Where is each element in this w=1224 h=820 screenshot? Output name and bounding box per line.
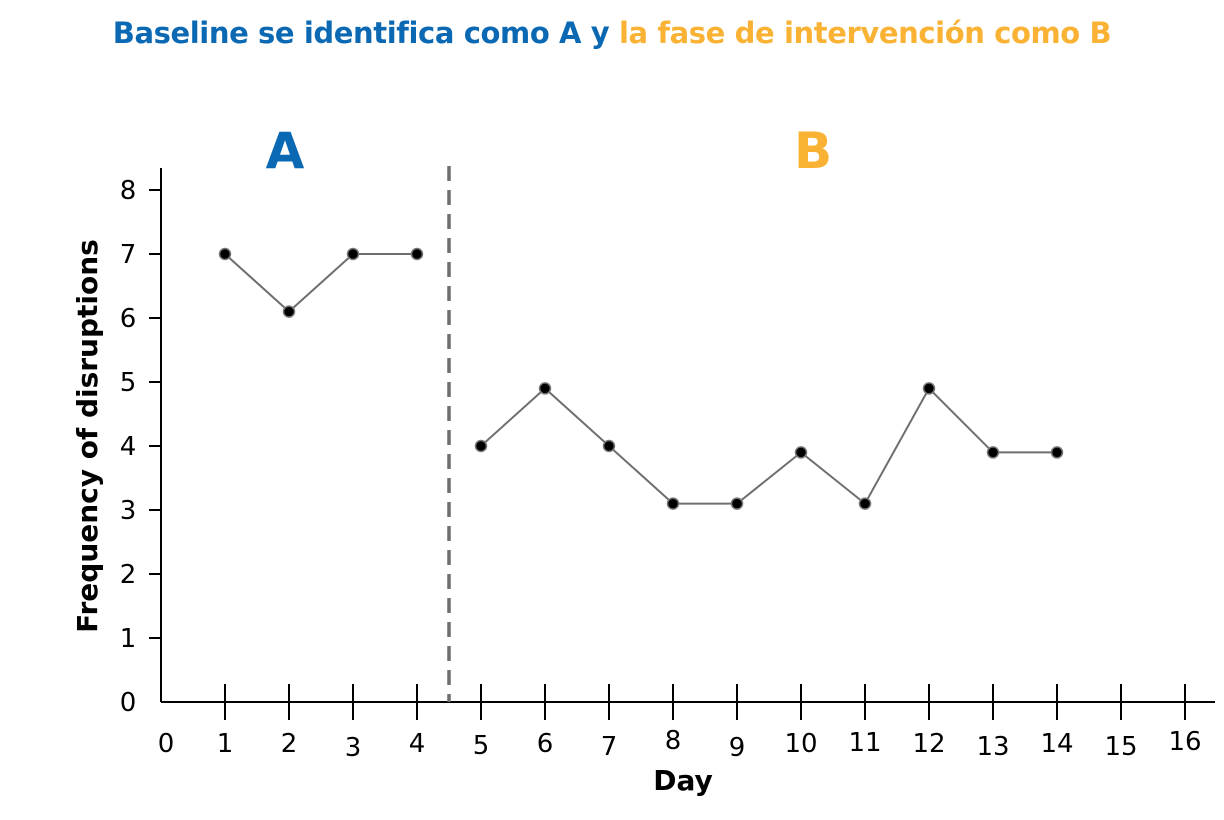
x-tick-label: 13 [976,732,1009,762]
x-tick-label: 2 [281,729,298,759]
x-tick-label: 11 [848,728,881,758]
phase-b-line [480,386,1057,506]
title-intervention-part: la fase de intervención como B [619,16,1112,50]
x-tick-label: 15 [1104,732,1137,762]
x-tick-label: 8 [665,726,682,756]
y-tick-label: 6 [120,304,137,334]
data-point-b [666,497,680,510]
data-point-b [730,497,744,510]
data-point-b [794,446,808,459]
x-tick-label: 5 [473,731,490,761]
x-tick-label: 12 [912,729,945,759]
y-tick-label: 7 [120,240,137,270]
y-tick-label: 5 [120,368,137,398]
phase-label-b: B [794,122,832,180]
y-tick-label: 4 [120,432,137,462]
x-tick-label: 16 [1168,727,1201,757]
x-tick-label: 6 [537,729,554,759]
x-tick-label: 14 [1040,729,1073,759]
title-baseline-part: Baseline se identifica como A y [112,16,610,50]
x-tick-label: 1 [217,729,234,759]
y-tick-label: 2 [120,560,137,590]
y-axis-title: Frequency of disruptions [71,239,104,633]
x-tick-label: 10 [784,729,817,759]
chart-title: Baseline se identifica como A y la fase … [0,16,1224,50]
data-point-b [1050,446,1064,459]
phase-a-line [224,253,417,313]
x-tick-label: 3 [345,733,362,763]
x-tick-label: 0 [158,729,175,759]
y-tick-label: 8 [120,176,137,206]
x-tick-label: 9 [729,733,746,763]
data-point-a [346,247,360,261]
data-point-b [922,382,936,395]
data-point-a [282,305,296,318]
data-point-b [538,382,552,395]
data-point-b [858,497,872,510]
data-point-b [474,439,488,453]
y-tick-label: 1 [120,624,137,654]
data-point-a [218,247,232,261]
x-tick-label: 7 [601,732,618,762]
x-axis-title: Day [653,764,713,797]
y-tick-label: 3 [120,496,137,526]
data-point-b [986,446,1000,459]
phase-label-a: A [266,122,305,180]
x-tick-label: 4 [409,729,426,759]
data-point-b [602,439,616,453]
data-point-a [410,247,424,261]
y-tick-label: 0 [120,688,137,718]
